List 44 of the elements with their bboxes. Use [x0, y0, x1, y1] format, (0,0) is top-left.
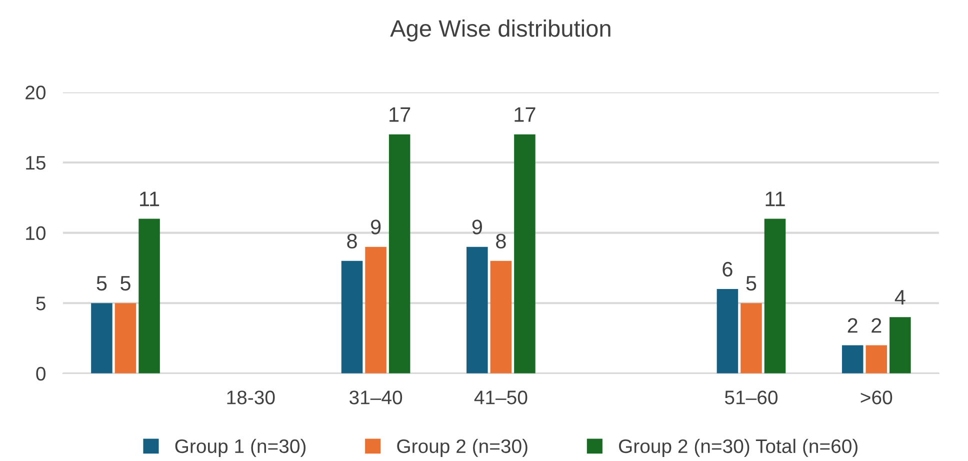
data-label: 9	[370, 220, 381, 234]
bar	[490, 260, 512, 374]
x-tick-label: 41–50	[474, 390, 528, 404]
legend-label: Group 2 (n=30) Total (n=60)	[618, 438, 858, 457]
data-label: 2	[848, 318, 858, 333]
y-tick-label: 20	[26, 86, 46, 100]
bar	[114, 303, 136, 374]
data-label: 5	[96, 276, 107, 291]
data-label: 5	[746, 276, 756, 291]
data-label: 5	[120, 276, 130, 291]
data-label: 2	[872, 318, 882, 333]
bar	[740, 303, 762, 374]
y-tick-label: 5	[36, 296, 46, 310]
data-label: 17	[390, 107, 410, 122]
bar	[842, 345, 864, 374]
bar	[365, 246, 386, 374]
data-label: 17	[514, 107, 536, 122]
bar	[716, 289, 738, 374]
data-label: 4	[894, 290, 906, 305]
bar	[890, 317, 911, 374]
legend-label: Group 2 (n=30)	[397, 438, 528, 457]
y-tick-label: 0	[36, 366, 46, 381]
x-tick-label: 51–60	[724, 390, 778, 404]
bar	[388, 134, 410, 374]
data-label: 6	[722, 262, 732, 277]
data-label: 9	[472, 220, 482, 234]
x-tick-label: 18-30	[227, 390, 275, 404]
data-label: 8	[347, 234, 357, 248]
chart-title: Age Wise distribution	[390, 20, 610, 42]
bar	[764, 218, 786, 374]
data-label: 11	[766, 192, 785, 206]
bar	[341, 260, 363, 374]
bar	[514, 134, 536, 374]
x-tick-label: 31–40	[350, 390, 402, 404]
legend-label: Group 1 (n=30)	[175, 438, 306, 457]
data-label: 8	[496, 234, 506, 248]
y-tick-label: 10	[26, 226, 46, 240]
x-tick-label: >60	[860, 390, 892, 404]
y-tick-label: 15	[26, 156, 46, 170]
bar	[466, 246, 488, 374]
bar	[91, 303, 112, 374]
bar	[866, 345, 888, 374]
data-label: 11	[140, 192, 160, 206]
bar	[138, 218, 160, 374]
